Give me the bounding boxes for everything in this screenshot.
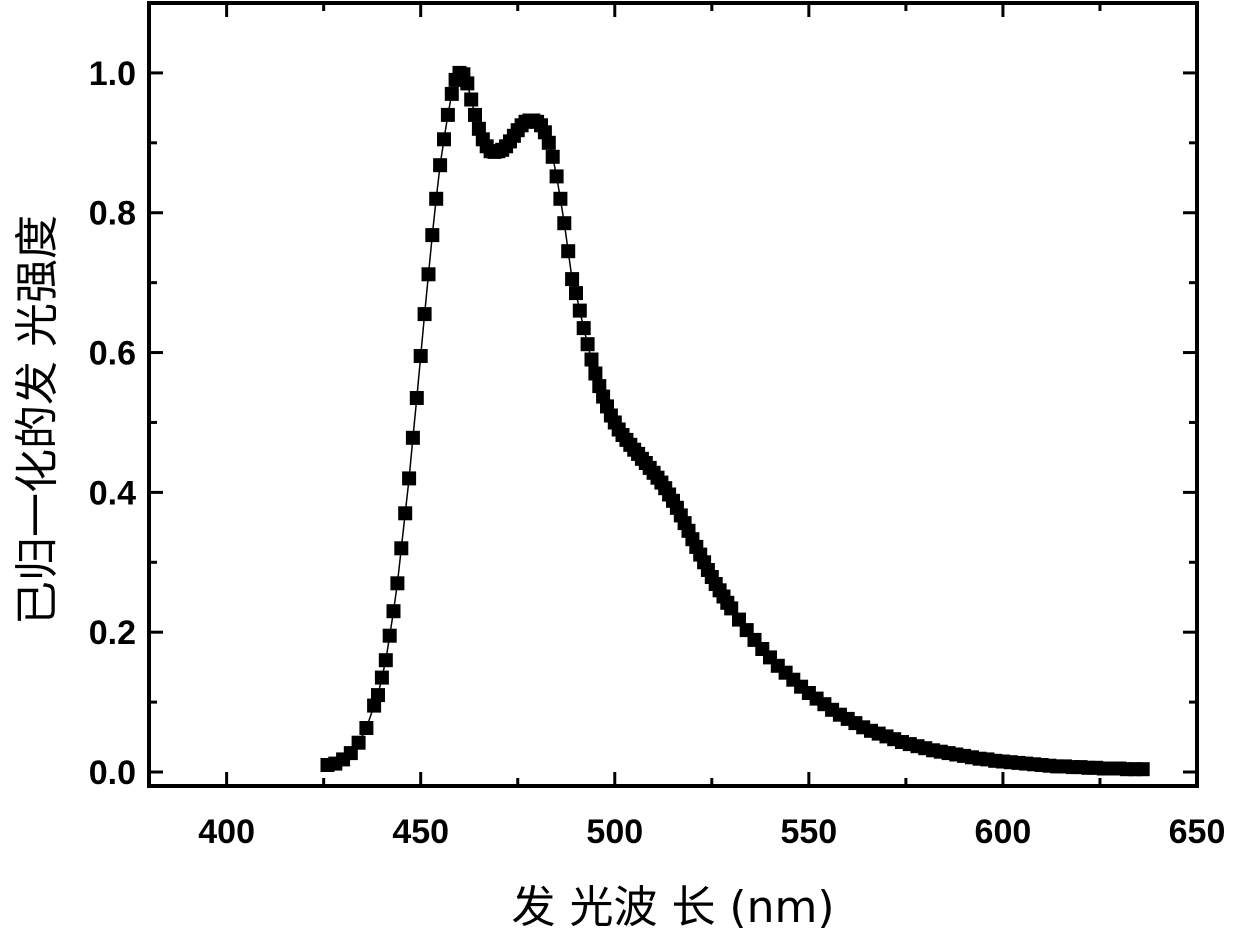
y-tick-label: 0.2 <box>89 614 136 652</box>
x-tick-label: 400 <box>198 813 255 851</box>
data-point <box>375 671 389 685</box>
data-point <box>398 506 412 520</box>
data-point <box>557 216 571 230</box>
data-point <box>418 307 432 321</box>
x-tick-label: 650 <box>1169 813 1226 851</box>
data-point <box>550 169 564 183</box>
data-point <box>553 192 567 206</box>
data-point <box>433 158 447 172</box>
data-point <box>542 136 556 150</box>
data-point <box>359 721 373 735</box>
data-point <box>437 132 451 146</box>
data-point <box>371 688 385 702</box>
y-tick-label: 0.0 <box>89 754 136 792</box>
data-point <box>468 108 482 122</box>
data-point <box>352 736 366 750</box>
data-point <box>390 576 404 590</box>
data-point <box>585 353 599 367</box>
y-axis-title: 已归一化的发 光强度 <box>12 215 63 625</box>
data-point <box>460 76 474 90</box>
x-axis-title: 发 光波 长 (nm) <box>511 882 834 933</box>
y-tick-label: 0.8 <box>89 195 136 233</box>
y-tick-label: 1.0 <box>89 55 136 93</box>
data-point <box>379 653 393 667</box>
data-point <box>422 267 436 281</box>
data-point <box>573 304 587 318</box>
data-point <box>414 349 428 363</box>
data-point <box>410 391 424 405</box>
x-tick-label: 600 <box>975 813 1032 851</box>
tick-labels: 400 450 500 550 600 650 0.0 0.2 0.4 0.6 0.8 1.0 <box>89 55 1226 851</box>
axis-ticks <box>149 3 1197 786</box>
x-tick-label: 450 <box>392 813 449 851</box>
data-point <box>394 541 408 555</box>
data-point <box>402 471 416 485</box>
data-point <box>581 337 595 351</box>
x-tick-label: 500 <box>586 813 643 851</box>
data-point <box>577 321 591 335</box>
data-point <box>588 367 602 381</box>
data-point <box>425 228 439 242</box>
x-tick-label: 550 <box>780 813 837 851</box>
data-point <box>445 87 459 101</box>
data-point <box>441 108 455 122</box>
data-point <box>383 629 397 643</box>
y-tick-label: 0.4 <box>89 474 136 512</box>
data-point <box>429 192 443 206</box>
plot-frame <box>149 3 1197 786</box>
data-point <box>569 286 583 300</box>
data-point <box>546 150 560 164</box>
series-line <box>328 73 1143 769</box>
data-point <box>387 604 401 618</box>
data-point <box>1136 762 1150 776</box>
data-point <box>464 93 478 107</box>
y-tick-label: 0.6 <box>89 335 136 373</box>
data-point <box>406 431 420 445</box>
data-point <box>565 272 579 286</box>
data-point <box>561 244 575 258</box>
data-points <box>321 66 1150 776</box>
